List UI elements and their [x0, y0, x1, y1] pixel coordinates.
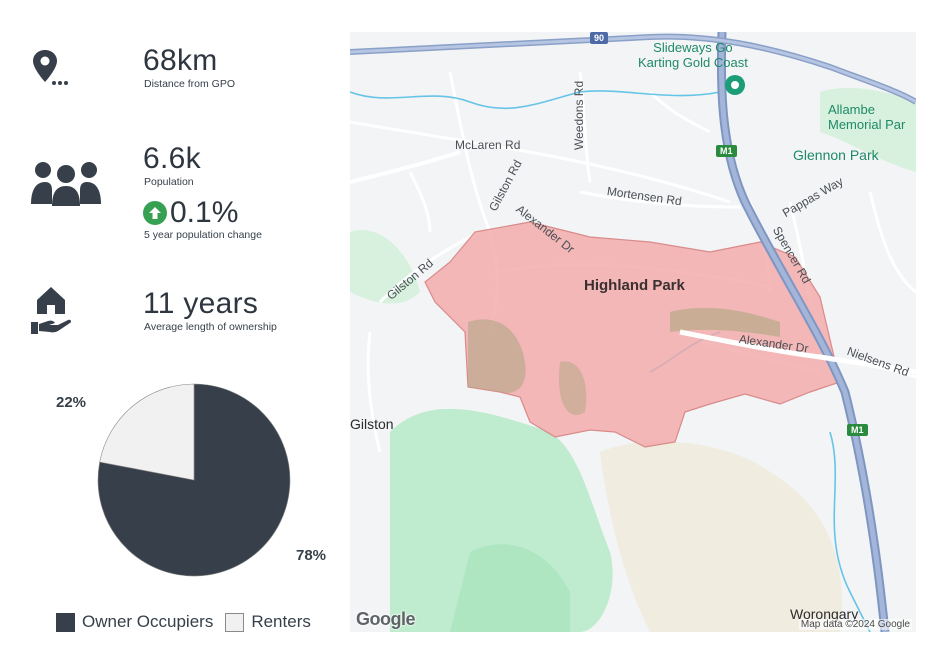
road-weedons: Weedons Rd: [572, 80, 586, 150]
route-90-shield: 90: [590, 32, 609, 44]
map-attribution[interactable]: Map data ©2024 Google: [798, 619, 912, 630]
legend-renter-label: Renters: [251, 612, 311, 631]
place-gilston: Gilston: [350, 416, 394, 432]
arrow-up-circle-icon: [143, 201, 167, 225]
m1-shield-north: M1: [716, 145, 737, 157]
road-mclaren: McLaren Rd: [455, 138, 521, 152]
population-change-label: 5 year population change: [144, 229, 262, 241]
pie-slice-owner-occupiers: [97, 383, 291, 577]
population-change: 0.1%: [143, 196, 238, 230]
distance-label: Distance from GPO: [144, 78, 236, 90]
population-value: 6.6k: [143, 142, 201, 175]
ownership-value: 11 years: [143, 287, 259, 320]
poi-allambe-park[interactable]: Allambe Memorial Par: [828, 102, 906, 132]
population-change-value: 0.1%: [170, 196, 239, 229]
pie-label-renters: 22%: [56, 394, 87, 411]
suburb-label: Highland Park: [584, 277, 685, 294]
place-glennon-park: Glennon Park: [793, 147, 879, 163]
ownership-label: Average length of ownership: [144, 321, 277, 333]
legend-owner-label: Owner Occupiers: [82, 612, 214, 631]
legend-swatch-owner: [56, 612, 75, 632]
suburb-map[interactable]: Slideways Go Karting Gold Coast Allambe …: [350, 32, 916, 632]
house-in-hand-icon: [30, 286, 72, 341]
place-worongary: Worongary: [790, 606, 859, 622]
google-logo[interactable]: Google: [356, 609, 416, 629]
people-group-icon: [30, 160, 102, 213]
legend-swatch-renter: [225, 612, 245, 632]
ownership-pie-chart: [96, 382, 292, 578]
m1-shield-south: M1: [847, 424, 868, 436]
pie-label-owners: 78%: [296, 547, 327, 564]
poi-slideways-karting[interactable]: Slideways Go Karting Gold Coast: [638, 40, 748, 70]
population-label: Population: [144, 176, 194, 188]
pie-slice-renters: [99, 383, 195, 481]
location-pin-icon: [32, 48, 70, 93]
distance-value: 68km: [143, 44, 218, 77]
pie-legend: Owner Occupiers Renters: [56, 612, 311, 632]
